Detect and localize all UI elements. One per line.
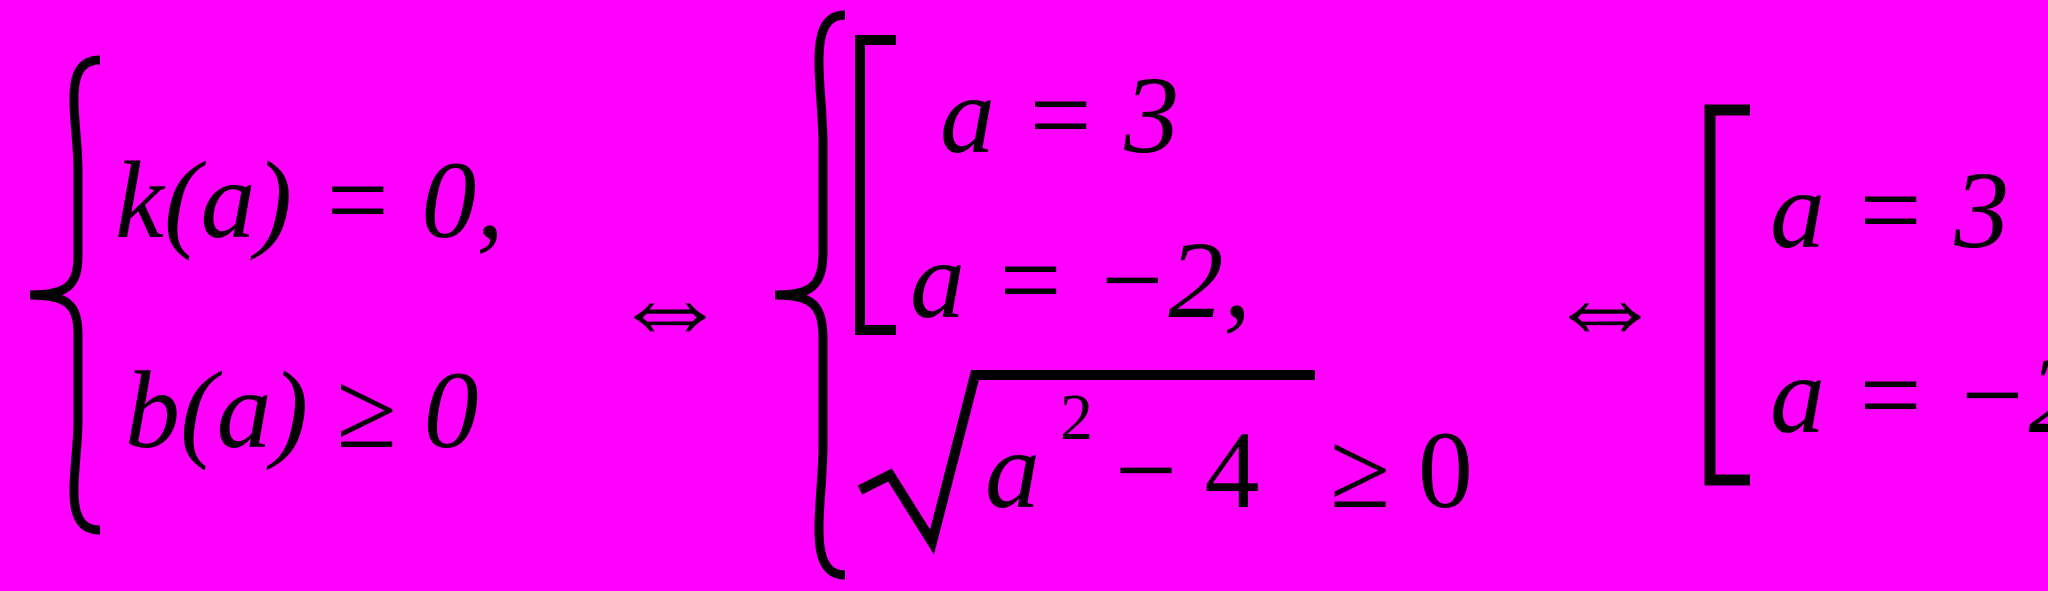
sys2-line2: a = −2, xyxy=(910,225,1251,335)
sqrt-radicand-rest: − 4 xyxy=(1115,415,1260,525)
math-equation-figure: k(a) = 0, b(a) ≥ 0 ⇔ a = 3 a = −2, a 2 −… xyxy=(0,0,2048,591)
bracket-sys2-inner-path xyxy=(860,40,896,330)
sys1-line2: b(a) ≥ 0 xyxy=(125,355,479,465)
sqrt-radicand-a: a xyxy=(985,415,1040,525)
sys2-line1: a = 3 xyxy=(940,60,1179,170)
bracket-sys3 xyxy=(1710,110,1750,480)
bracket-sys2-inner xyxy=(860,40,896,330)
sys3-line2: a = −2. xyxy=(1770,340,2048,450)
sqrt-tail: ≥ 0 xyxy=(1330,415,1473,525)
brace-sys2-path xyxy=(775,15,845,575)
brace-sys2 xyxy=(775,15,845,575)
brace-sys1-path xyxy=(30,60,100,530)
iff-arrow-2: ⇔ xyxy=(1545,245,1665,365)
brace-sys1 xyxy=(30,60,100,530)
sqrt-exponent: 2 xyxy=(1060,385,1093,451)
iff-arrow-1: ⇔ xyxy=(610,245,730,365)
sys3-line1: a = 3 xyxy=(1770,155,2009,265)
bracket-sys3-path xyxy=(1710,110,1750,480)
sys1-line1: k(a) = 0, xyxy=(115,145,504,255)
